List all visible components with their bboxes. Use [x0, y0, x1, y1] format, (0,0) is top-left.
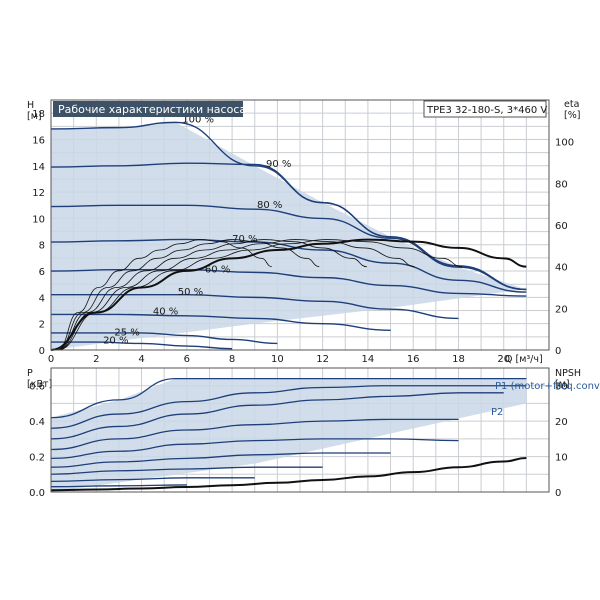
eta-curve-partial: [57, 239, 272, 351]
legend-p2: P2: [491, 407, 503, 418]
head-curve-50pct: [50, 294, 459, 320]
y-tick-label: 10: [32, 214, 45, 225]
x-axis-label-top: Q [м³/ч]: [505, 354, 543, 365]
power-curve: [50, 466, 323, 475]
y2-tick-label: 60: [555, 221, 568, 232]
y-tick-label: 0.6: [29, 382, 45, 393]
title-box: [53, 101, 243, 117]
npsh-curve: [50, 456, 527, 492]
power-curve: [50, 377, 527, 419]
head-frame: [50, 99, 550, 351]
model-label: TPE3 32-180-S, 3*460 V: [426, 105, 547, 116]
efficiency-curves: [50, 238, 527, 351]
y-tick-label: 16: [32, 135, 45, 146]
y2-axis-label-eta: eta [%]: [564, 99, 580, 121]
curve-label: 100 %: [182, 114, 214, 125]
power-curve: [50, 484, 187, 488]
power-curve: [50, 438, 459, 459]
y-tick-label: 8: [39, 241, 45, 252]
y-tick-label: 0.4: [29, 417, 45, 428]
x-tick-label: 2: [93, 354, 99, 365]
curve-label: 70 %: [232, 234, 257, 245]
eta-curve-partial: [57, 239, 462, 351]
head-curve-40pct: [51, 313, 391, 331]
curve-label: 50 %: [178, 287, 203, 298]
x-tick-label: 10: [271, 354, 284, 365]
curve-label: 20 %: [103, 335, 128, 346]
head-curve-60pct: [50, 269, 527, 297]
y2-tick-label: 20: [555, 417, 568, 428]
x-tick-label: 14: [362, 354, 375, 365]
y-axis-label-p: P [кВт]: [27, 368, 52, 390]
x-tick-label: 12: [316, 354, 329, 365]
power-curve: [50, 477, 255, 483]
npsh-line: [50, 456, 527, 492]
head-curve-25pct: [50, 332, 278, 345]
y-tick-label: 0.2: [29, 453, 45, 464]
curve-label: 60 %: [205, 264, 230, 275]
eta-curve-partial: [57, 239, 367, 351]
y-tick-label: 0.0: [29, 488, 45, 499]
head-curve-80pct: [50, 204, 527, 291]
x-tick-label: 8: [229, 354, 235, 365]
power-envelope-area: [51, 378, 527, 492]
x-tick-label: 0: [48, 354, 54, 365]
head-envelope-area: [51, 122, 527, 350]
model-box: [423, 100, 547, 118]
head-curves: 100 % 90 % 80 % 70 % 60 % 50 %40 % 25 %20 %: [50, 114, 527, 350]
y-tick-label: 6: [39, 267, 45, 278]
power-curves: [50, 377, 527, 488]
y-tick-label: 12: [32, 188, 45, 199]
y-tick-label: 4: [39, 293, 45, 304]
head-ticks: 0 2 4 6 8 10 12 14 16 18 20 0 2 4 6 8 10 12 14 16 18 0 20 40 60 8…: [32, 109, 574, 365]
head-curve-20pct: [50, 341, 233, 350]
curve-label: 90 %: [266, 159, 291, 170]
power-curve: [50, 392, 504, 440]
y-tick-label: 2: [39, 320, 45, 331]
y2-tick-label: 20: [555, 304, 568, 315]
y2-tick-label: 0: [555, 488, 561, 499]
y-tick-label: 0: [39, 346, 45, 357]
curve-label: 80 %: [257, 200, 282, 211]
curve-label: 40 %: [153, 307, 178, 318]
legend-p1: P1 (motor+freq.converter): [495, 381, 600, 392]
y2-tick-label: 10: [555, 453, 568, 464]
y2-tick-label: 0: [555, 346, 561, 357]
eta-curve: [50, 238, 527, 351]
y2-tick-label: 100: [555, 138, 574, 149]
power-curve: [50, 418, 459, 451]
y2-axis-label-npsh: NPSH [м]: [555, 368, 581, 390]
chart-title: Рабочие характеристики насоса: [58, 103, 246, 116]
power-envelope: [51, 378, 527, 492]
y2-tick-label: 40: [555, 263, 568, 274]
eta-curve-partial: [57, 239, 320, 351]
y-tick-label: 14: [32, 162, 45, 173]
head-curve-90pct: [50, 162, 527, 291]
head-envelope: [51, 122, 527, 350]
curve-label: 25 %: [114, 328, 139, 339]
power-frame: [50, 367, 550, 493]
power-curve: [50, 385, 527, 429]
x-tick-label: 4: [138, 354, 144, 365]
y2-tick-label: 80: [555, 179, 568, 190]
y-tick-label: 18: [32, 109, 45, 120]
x-tick-label: 20: [497, 354, 510, 365]
x-tick-label: 18: [452, 354, 465, 365]
x-tick-label: 16: [407, 354, 420, 365]
x-tick-label: 6: [184, 354, 190, 365]
y-axis-label-h: H [м]: [27, 100, 42, 122]
power-ticks: 0.0 0.2 0.4 0.6 0 10 20 30: [29, 382, 568, 499]
power-curve: [50, 452, 391, 468]
y2-tick-label: 30: [555, 382, 568, 393]
eta-curve-partial: [57, 239, 415, 351]
